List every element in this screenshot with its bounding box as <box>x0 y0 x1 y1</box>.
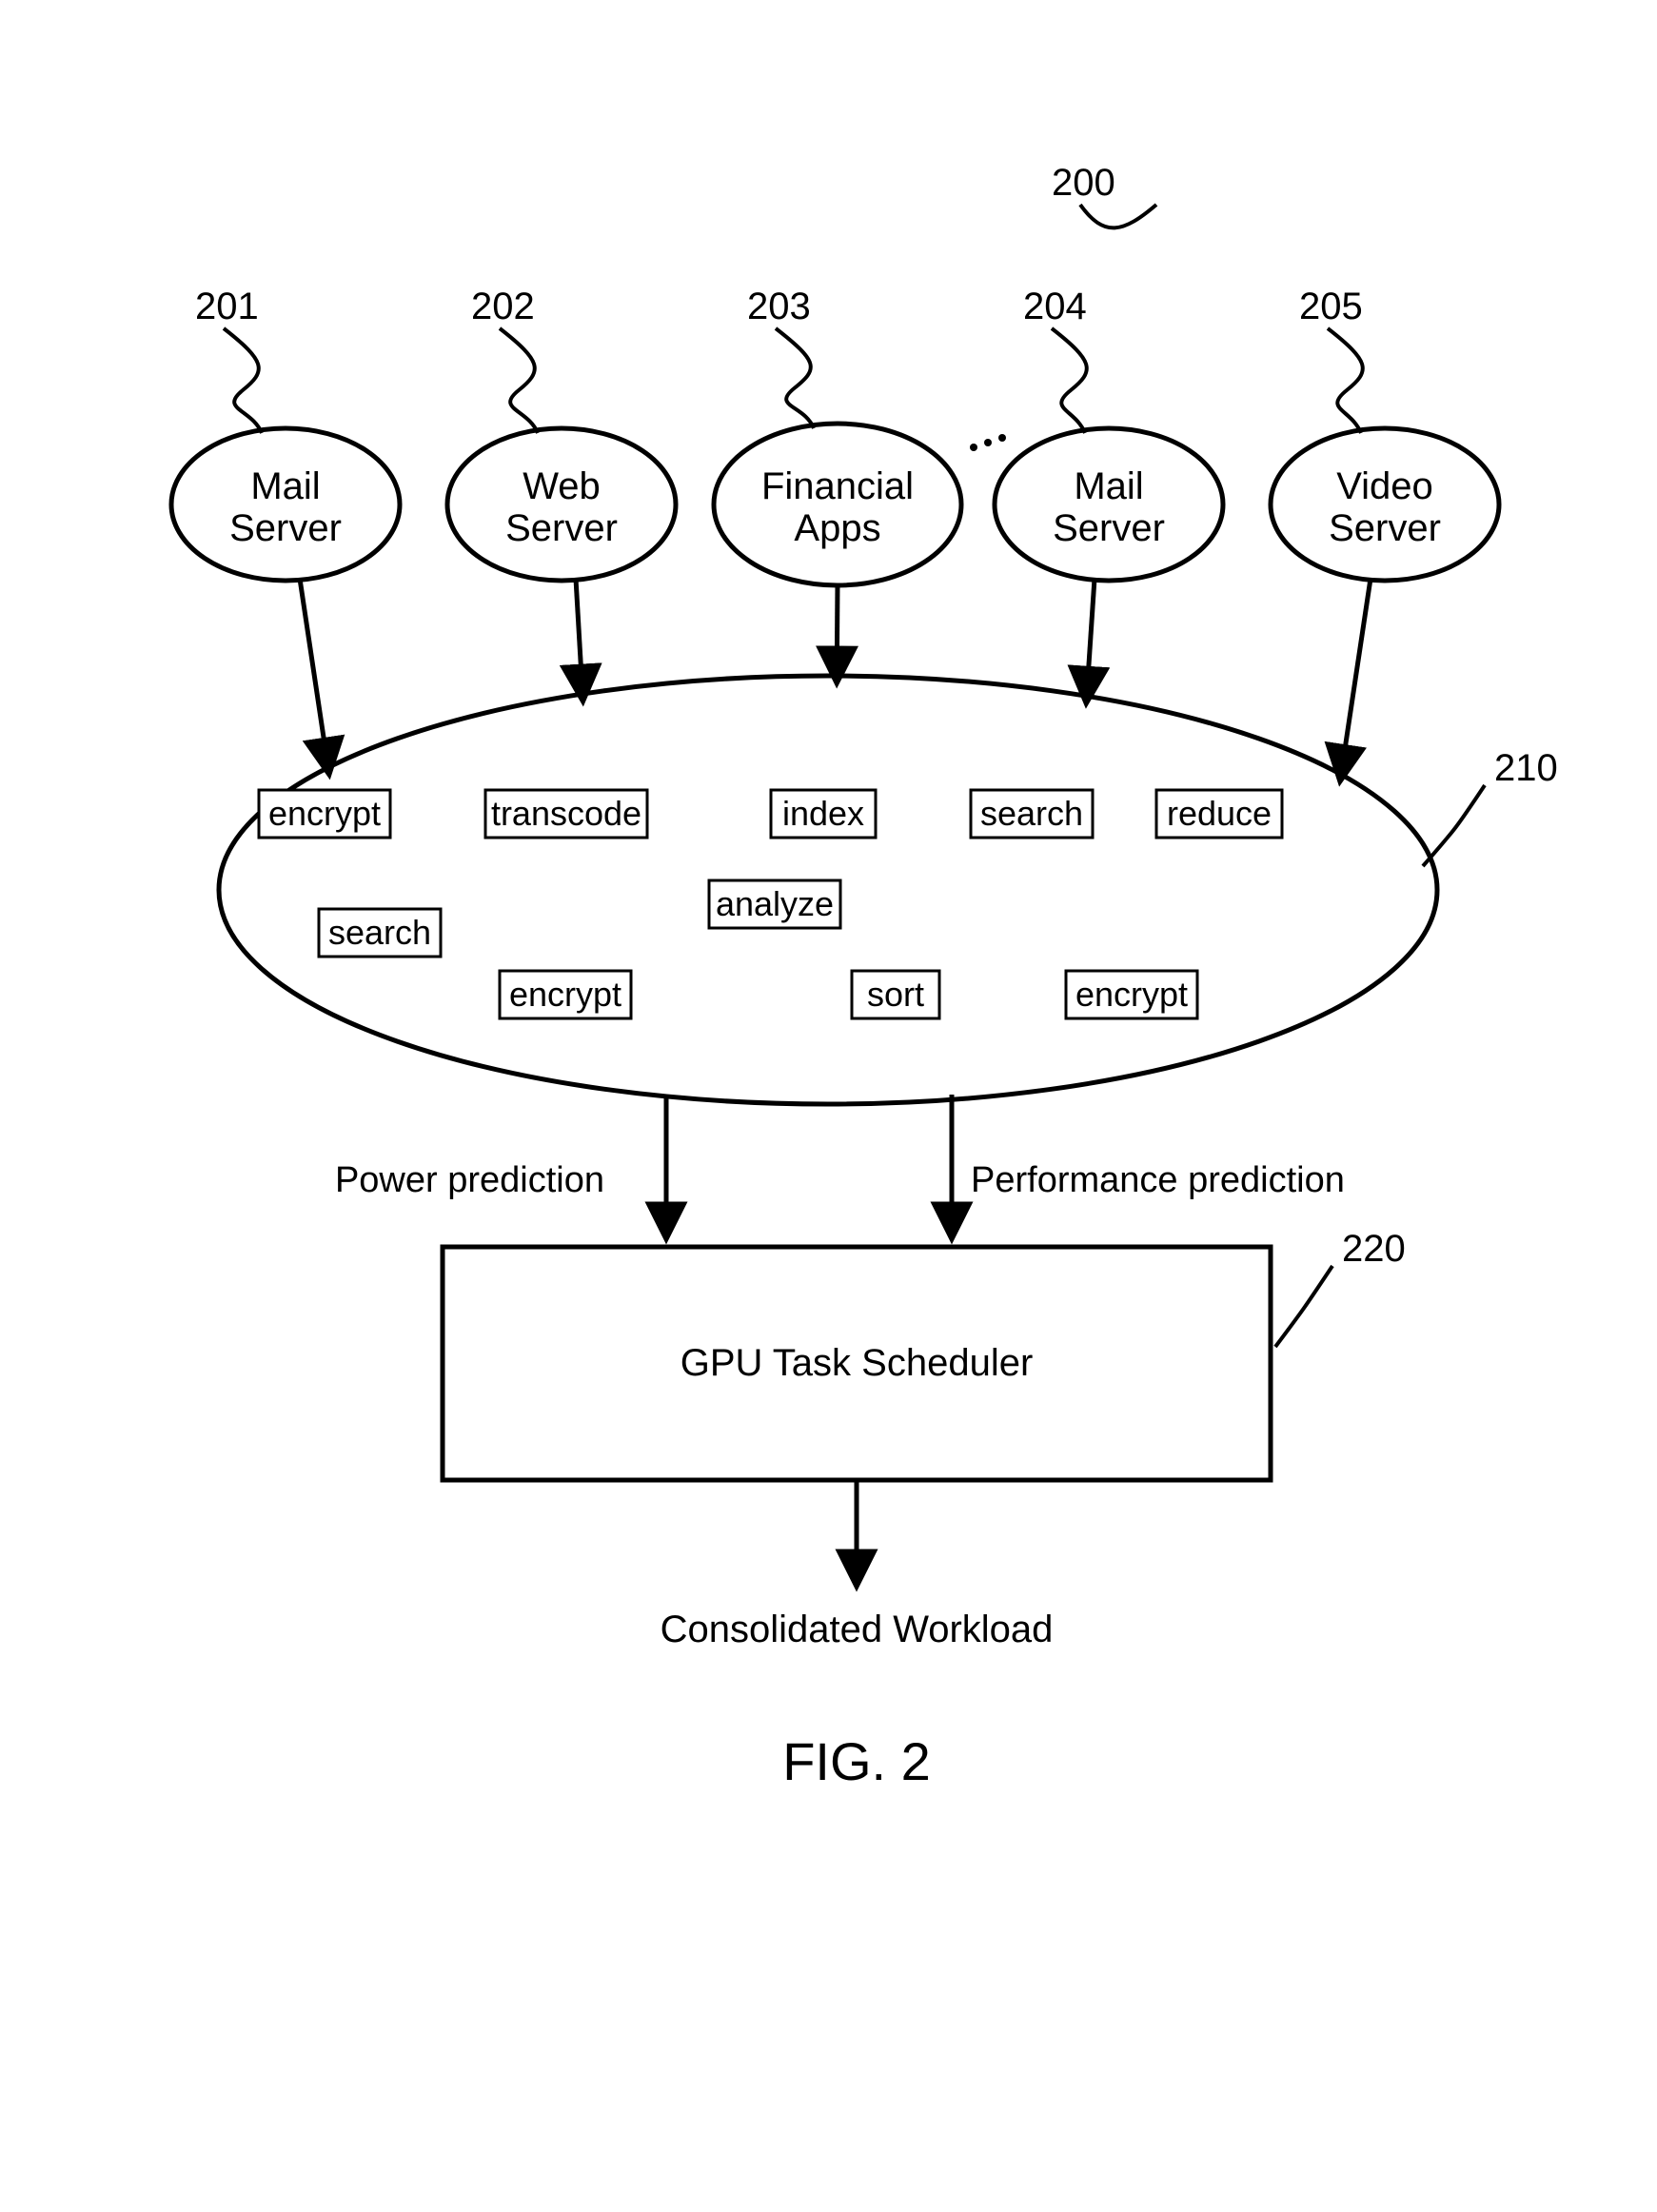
ref-201: 201 <box>195 286 262 433</box>
svg-text:205: 205 <box>1299 286 1363 327</box>
task-label: transcode <box>491 794 641 833</box>
task-encrypt-9: encrypt <box>1066 971 1197 1018</box>
task-sort-8: sort <box>852 971 939 1018</box>
arrow-source3-to-pool <box>837 583 838 681</box>
source-line2: Server <box>1053 507 1165 549</box>
task-search-5: search <box>319 909 441 957</box>
task-reduce-4: reduce <box>1156 790 1282 838</box>
source5: VideoServer <box>1271 428 1499 581</box>
source3: FinancialApps <box>714 424 961 585</box>
source4: MailServer <box>995 428 1223 581</box>
task-label: encrypt <box>268 794 381 833</box>
ref-205: 205 <box>1299 286 1363 433</box>
svg-text:204: 204 <box>1023 286 1087 327</box>
task-encrypt-0: encrypt <box>259 790 390 838</box>
arrow-source1-to-pool <box>300 579 329 773</box>
source2: WebServer <box>447 428 676 581</box>
label-power: Power prediction <box>335 1160 604 1200</box>
leader-scheduler <box>1275 1266 1332 1347</box>
source-line2: Server <box>229 507 342 549</box>
svg-text:202: 202 <box>471 286 535 327</box>
ref-202: 202 <box>471 286 538 433</box>
ref-204: 204 <box>1023 286 1087 433</box>
ref-pool: 210 <box>1494 747 1558 789</box>
task-label: search <box>328 913 431 952</box>
task-index-2: index <box>771 790 876 838</box>
source-line1: Financial <box>761 465 914 507</box>
source1: MailServer <box>171 428 400 581</box>
leader-system <box>1080 205 1156 227</box>
task-search-3: search <box>971 790 1093 838</box>
task-analyze-6: analyze <box>709 880 840 928</box>
arrow-source4-to-pool <box>1086 579 1095 701</box>
source-line1: Web <box>523 465 601 507</box>
task-label: reduce <box>1167 794 1272 833</box>
task-label: index <box>782 794 864 833</box>
arrow-source2-to-pool <box>576 579 582 700</box>
source-line1: Video <box>1336 465 1433 507</box>
task-encrypt-7: encrypt <box>500 971 631 1018</box>
source-line2: Apps <box>794 507 880 549</box>
task-label: sort <box>867 975 924 1014</box>
ref-system: 200 <box>1052 162 1115 204</box>
task-label: encrypt <box>1075 975 1188 1014</box>
label-performance: Performance prediction <box>971 1160 1345 1200</box>
figure-label: FIG. 2 <box>782 1731 931 1791</box>
source-line2: Server <box>505 507 618 549</box>
ref-scheduler: 220 <box>1342 1228 1406 1270</box>
sources-ellipsis <box>970 434 1006 451</box>
task-label: analyze <box>716 884 834 923</box>
leader-pool <box>1423 785 1485 866</box>
scheduler-label: GPU Task Scheduler <box>681 1342 1034 1384</box>
source-line2: Server <box>1329 507 1441 549</box>
svg-text:201: 201 <box>195 286 259 327</box>
task-transcode-1: transcode <box>485 790 647 838</box>
ref-203: 203 <box>747 286 814 428</box>
svg-text:203: 203 <box>747 286 811 327</box>
source-line1: Mail <box>250 465 320 507</box>
task-label: encrypt <box>509 975 621 1014</box>
output-label: Consolidated Workload <box>661 1609 1054 1650</box>
task-label: search <box>980 794 1083 833</box>
source-line1: Mail <box>1074 465 1143 507</box>
arrow-source5-to-pool <box>1340 579 1371 780</box>
